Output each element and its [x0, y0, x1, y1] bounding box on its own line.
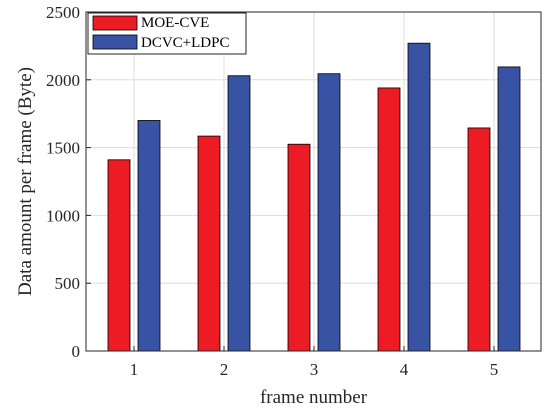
y-tick-label: 2000 — [46, 71, 80, 90]
x-axis-ticks: 1 2 3 4 5 — [130, 346, 499, 379]
y-tick-label: 500 — [55, 274, 81, 293]
legend-label-moe-cve: MOE-CVE — [141, 15, 209, 31]
legend: MOE-CVE DCVC+LDPC — [87, 12, 247, 55]
legend-swatch-dcvc-ldpc — [92, 34, 138, 50]
y-tick-label: 1000 — [46, 206, 80, 225]
x-tick-label: 2 — [220, 360, 229, 379]
bar-moe-cve-3 — [287, 143, 311, 352]
grid-lines — [86, 12, 541, 351]
bar-dcvc-ldpc-5 — [497, 66, 521, 352]
x-tick-label: 4 — [400, 360, 409, 379]
y-tick-label: 2500 — [46, 3, 80, 22]
y-axis-label: Data amount per frame (Byte) — [15, 67, 36, 296]
bar-dcvc-ldpc-3 — [317, 73, 341, 352]
bars — [107, 42, 521, 352]
bar-dcvc-ldpc-4 — [407, 42, 431, 352]
y-tick-label: 0 — [72, 342, 81, 361]
legend-swatch-moe-cve — [92, 15, 138, 31]
bar-moe-cve-2 — [197, 135, 221, 352]
x-tick-label: 5 — [490, 360, 499, 379]
bar-moe-cve-1 — [107, 159, 131, 352]
x-tick-label: 1 — [130, 360, 139, 379]
bar-moe-cve-5 — [467, 127, 491, 352]
y-tick-label: 1500 — [46, 139, 80, 158]
x-tick-label: 3 — [310, 360, 319, 379]
y-axis-ticks: 0 500 1000 1500 2000 2500 — [46, 3, 91, 361]
x-axis-label: frame number — [260, 387, 368, 408]
legend-label-dcvc-ldpc: DCVC+LDPC — [141, 35, 229, 51]
bar-dcvc-ldpc-2 — [227, 75, 251, 352]
bar-moe-cve-4 — [377, 87, 401, 352]
bar-dcvc-ldpc-1 — [137, 120, 161, 352]
